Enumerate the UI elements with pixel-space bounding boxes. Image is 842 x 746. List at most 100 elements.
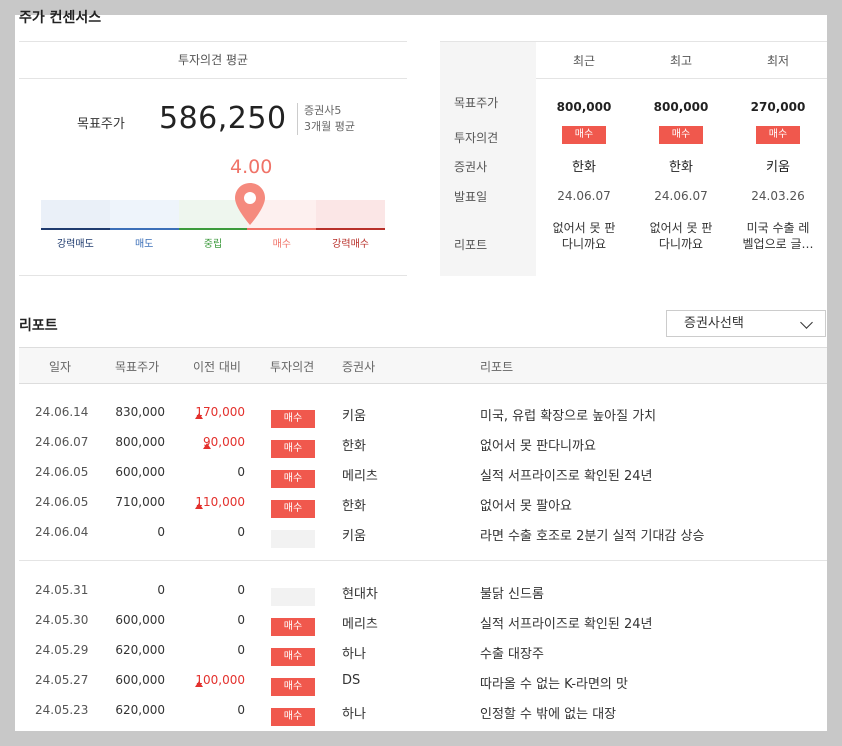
table-row[interactable]: 24.05.30 600,000 0 매수 메리츠 실적 서프라이즈로 확인된 24년 [19,605,827,636]
report-title-link[interactable]: 수출 대장주 [480,647,544,662]
divider [536,78,827,79]
table-row[interactable]: 24.06.07 800,000 90,000 매수 한화 없어서 못 판다니까요 [19,427,827,458]
col-date: 일자 [49,360,72,374]
opinion-score: 4.00 [230,156,273,178]
gauge-segment [178,200,248,230]
target-price: 270,000 [750,100,806,114]
target-price-label: 목표주가 [77,117,125,132]
report-target: 620,000 [115,703,165,717]
reports-title: 리포트 [19,318,58,334]
opinion-badge: 매수 [730,126,826,144]
report-target: 0 [157,583,165,597]
report-change: 0 [237,703,245,717]
table-row[interactable]: 24.06.04 0 0 키움 라면 수출 호조로 2분기 실적 기대감 상승 [19,517,827,548]
row-label: 리포트 [454,238,488,252]
report-link[interactable]: 없어서 못 판 다니까요 [649,221,713,251]
report-title-link[interactable]: 없어서 못 팔아요 [480,499,572,514]
table-row[interactable]: 24.05.23 620,000 0 매수 하나 인정할 수 밖에 없는 대장 [19,695,827,726]
buy-badge: 매수 [271,470,315,488]
table-row[interactable]: 24.06.05 710,000 110,000 매수 한화 없어서 못 팔아요 [19,487,827,518]
section-title: 주가 컨센서스 [19,10,102,26]
report-title-link[interactable]: 없어서 못 판다니까요 [480,439,596,454]
broker-name: 한화 [572,160,596,175]
gauge-segment [316,200,385,230]
gauge-label: 강력매수 [332,239,369,250]
report-broker: 키움 [342,529,366,544]
recent-high-low-table: 목표주가 투자의견 증권사 발표일 리포트 최근 800,000 매수 한화 24.06.07 없어… [440,41,827,276]
gauge-segment [41,200,110,230]
report-target: 620,000 [115,643,165,657]
map-pin-icon [235,183,265,225]
empty-badge [271,588,315,606]
buy-badge: 매수 [756,126,800,144]
report-broker: 한화 [342,439,366,454]
gauge-label: 매도 [134,239,154,250]
target-price-meta: 증권사5 3개월 평균 [297,103,355,135]
report-change: 170,000 [195,405,245,419]
report-broker: 현대차 [342,587,378,602]
report-title-link[interactable]: 라면 수출 호조로 2분기 실적 기대감 상승 [480,529,705,544]
broker-select-dropdown[interactable]: 증권사선택 [666,310,826,337]
publish-date: 24.06.07 [654,189,708,203]
buy-badge: 매수 [659,126,703,144]
column-header: 최저 [766,54,790,68]
report-target: 600,000 [115,465,165,479]
broker-name: 키움 [766,160,790,175]
target-price-value: 586,250 [159,101,287,136]
buy-badge: 매수 [562,126,606,144]
col-broker: 증권사 [342,360,376,374]
report-date: 24.05.30 [35,613,89,627]
opinion-gauge [41,200,385,230]
broker-count: 증권사5 [304,104,342,117]
publish-date: 24.03.26 [751,189,805,203]
table-row[interactable]: 24.05.27 600,000 100,000 매수 DS 따라올 수 없는 K-라면의… [19,665,827,696]
report-broker: DS [342,673,361,688]
report-change: 0 [237,643,245,657]
buy-badge: 매수 [271,618,315,636]
report-title-link[interactable]: 따라올 수 없는 K-라면의 맛 [480,677,628,692]
report-title-link[interactable]: 인정할 수 밖에 없는 대장 [480,707,617,722]
column-header: 최고 [669,54,693,68]
up-triangle-icon [195,681,204,687]
report-title-link[interactable]: 실적 서프라이즈로 확인된 24년 [480,617,653,632]
col-target: 목표주가 [115,360,160,374]
report-title-link[interactable]: 실적 서프라이즈로 확인된 24년 [480,469,653,484]
report-date: 24.06.07 [35,435,89,449]
avg-opinion-header: 투자의견 평균 [19,41,407,79]
gauge-labels: 강력매도 매도 중립 매수 강력매수 [41,235,385,250]
report-broker: 하나 [342,647,366,662]
report-change: 110,000 [195,495,245,509]
up-triangle-icon [195,503,204,509]
report-change: 100,000 [195,673,245,687]
report-target: 800,000 [115,435,165,449]
report-change: 0 [237,583,245,597]
gauge-segment [109,200,179,230]
report-target: 710,000 [115,495,165,509]
table-row[interactable]: 24.05.31 0 0 현대차 불닭 신드롬 [19,575,827,606]
up-triangle-icon [195,413,204,419]
report-link[interactable]: 미국 수출 레 벨업으로 글… [742,221,814,251]
report-link[interactable]: 없어서 못 판 다니까요 [552,221,616,251]
average-period: 3개월 평균 [304,120,355,133]
report-date: 24.05.31 [35,583,89,597]
buy-badge: 매수 [271,500,315,518]
report-target: 600,000 [115,673,165,687]
reports-table-header: 일자 목표주가 이전 대비 투자의견 증권사 리포트 [19,347,827,384]
report-date: 24.05.23 [35,703,89,717]
report-broker: 메리츠 [342,469,378,484]
report-date: 24.06.05 [35,495,89,509]
report-title-link[interactable]: 불닭 신드롬 [480,587,544,602]
up-triangle-icon [203,443,211,449]
table-row[interactable]: 24.06.05 600,000 0 매수 메리츠 실적 서프라이즈로 확인된 24년 [19,457,827,488]
divider [19,560,827,561]
gauge-label: 중립 [203,239,223,250]
divider [19,275,407,276]
report-target: 600,000 [115,613,165,627]
row-label: 발표일 [454,190,488,204]
opinion-badge: 매수 [536,126,632,144]
empty-badge [271,530,315,548]
report-date: 24.06.04 [35,525,89,539]
table-row[interactable]: 24.05.29 620,000 0 매수 하나 수출 대장주 [19,635,827,666]
report-title-link[interactable]: 미국, 유럽 확장으로 높아질 가치 [480,409,657,424]
table-row[interactable]: 24.06.14 830,000 170,000 매수 키움 미국, 유럽 확장으로 높아… [19,397,827,428]
